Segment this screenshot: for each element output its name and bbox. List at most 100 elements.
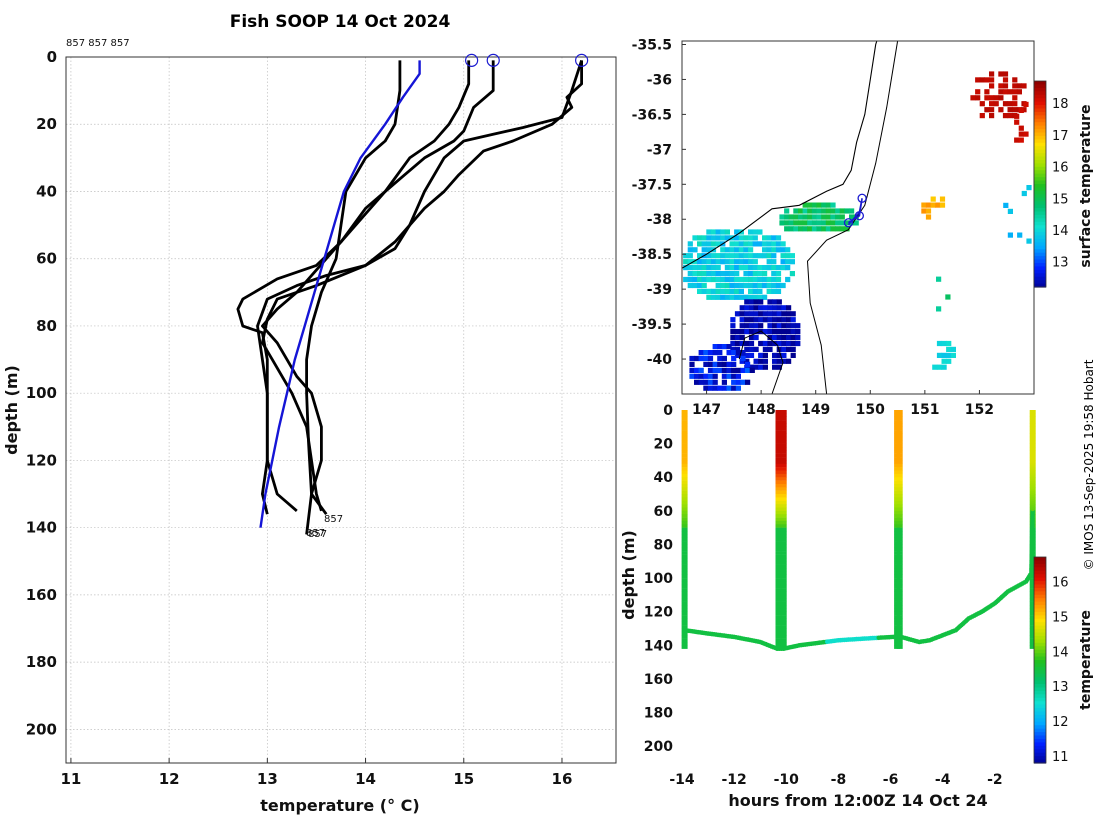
sst-pixel — [738, 247, 744, 253]
colorbar-segment — [1034, 622, 1046, 627]
cast-sample — [775, 541, 782, 545]
sst-pixel — [790, 323, 796, 329]
sst-pixel — [802, 226, 808, 232]
sst-pixel — [692, 276, 698, 283]
sst-pixel — [757, 241, 763, 247]
cast-sample — [780, 591, 787, 596]
sst-pixel — [786, 323, 792, 329]
cast-sample — [780, 463, 787, 468]
cast-sample — [775, 531, 782, 535]
colorbar-segment — [1034, 256, 1046, 261]
sst-pixel — [798, 220, 804, 226]
cast-sample — [780, 514, 787, 518]
colorbar-segment — [1034, 190, 1046, 195]
sst-pixel — [701, 241, 707, 247]
sst-pixel — [735, 367, 741, 373]
depth-time-section-chart: -14 -12 -10 -8 -6 -4 -2 0 20 40 60 80 100 120 140 160 18… — [619, 403, 1094, 810]
colorbar-segment — [1034, 557, 1046, 562]
y-tick-label: 40 — [36, 182, 57, 200]
x-tick-label: 14 — [355, 770, 376, 788]
sst-pixel — [762, 329, 768, 335]
sst-pixel — [715, 276, 721, 283]
sst-pixel — [744, 323, 750, 329]
cast-sample — [780, 564, 787, 569]
sst-pixel — [698, 350, 704, 356]
profile-end-label: 857 — [308, 529, 327, 540]
sst-pixel — [758, 311, 764, 317]
sst-pixel — [715, 253, 721, 259]
sst-pixel — [789, 253, 795, 259]
sst-pixel — [698, 355, 704, 362]
cold-south — [689, 344, 755, 391]
sst-pixel — [744, 329, 750, 335]
sst-pixel — [790, 329, 796, 335]
cast-sample — [896, 510, 903, 515]
sst-pixel — [776, 358, 782, 364]
sst-map-chart: -35.5 -36 -36.5 -37 -37.5 -38 -38.5 -39 -39.5 -40… — [632, 37, 1094, 418]
colorbar-segment — [1034, 204, 1046, 209]
sst-pixel — [790, 340, 796, 347]
sst-pixel — [1017, 232, 1023, 238]
sst-pixel — [734, 235, 740, 241]
sst-pixel — [757, 271, 763, 277]
sst-pixel — [692, 235, 698, 241]
sst-pixel — [786, 358, 792, 364]
sst-pixel — [748, 305, 755, 311]
cast-sample — [780, 487, 787, 491]
cast-sample — [780, 507, 787, 512]
cast-sample — [780, 447, 787, 451]
sst-pixel — [734, 276, 740, 283]
sst-pixel — [772, 329, 778, 335]
cast-sample — [780, 571, 787, 575]
cast-sample — [681, 453, 688, 458]
sst-pixel — [946, 358, 952, 364]
sst-pixel — [753, 364, 759, 370]
cast-sample — [681, 484, 688, 488]
sst-pixel — [687, 259, 693, 265]
sst-pixel — [729, 282, 735, 289]
colorbar-segment — [1034, 611, 1046, 616]
east-island — [932, 340, 956, 370]
cast-sample — [780, 477, 787, 481]
sst-pixel — [771, 288, 777, 294]
sst-pixel — [753, 317, 759, 323]
sst-pixel — [771, 282, 777, 289]
cast-sample — [896, 561, 903, 565]
cast-sample — [1029, 631, 1036, 636]
colorbar-segment — [1034, 201, 1046, 206]
sst-pixel — [724, 265, 730, 271]
sst-pixel — [979, 101, 985, 107]
sst-pixel — [744, 340, 750, 347]
cast-sample — [681, 426, 688, 431]
sst-pixel — [715, 265, 721, 271]
sst-pixel — [950, 352, 956, 358]
colorbar-tick-label: 17 — [1052, 129, 1069, 144]
sst-pixel — [752, 282, 758, 289]
sst-pixel — [689, 373, 695, 379]
colorbar-segment — [1034, 283, 1046, 288]
cast-sample — [896, 584, 903, 589]
sst-pixel — [744, 305, 750, 311]
sst-pixel — [748, 346, 755, 352]
cast-sample — [896, 544, 903, 549]
cast-sample — [896, 500, 903, 505]
colorbar-segment — [1034, 601, 1046, 606]
cast-sample — [780, 635, 787, 639]
cast-sample — [775, 628, 782, 633]
cast-sample — [780, 410, 787, 414]
sst-pixel — [706, 265, 712, 271]
colorbar-segment — [1034, 194, 1046, 199]
sst-pixel — [975, 77, 981, 83]
section-y-tick-label: 60 — [654, 504, 674, 520]
sst-pixel — [687, 241, 693, 247]
sst-pixel — [701, 276, 707, 283]
sst-pixel — [683, 253, 689, 259]
sst-pixel — [979, 77, 985, 83]
sst-pixel — [721, 379, 727, 385]
cast-sample — [1029, 601, 1036, 606]
cast-sample — [775, 453, 782, 458]
sst-pixel — [762, 305, 768, 311]
colorbar-segment — [1034, 574, 1046, 579]
colorbar-segment — [1034, 184, 1046, 189]
sst-pixel — [748, 282, 754, 289]
